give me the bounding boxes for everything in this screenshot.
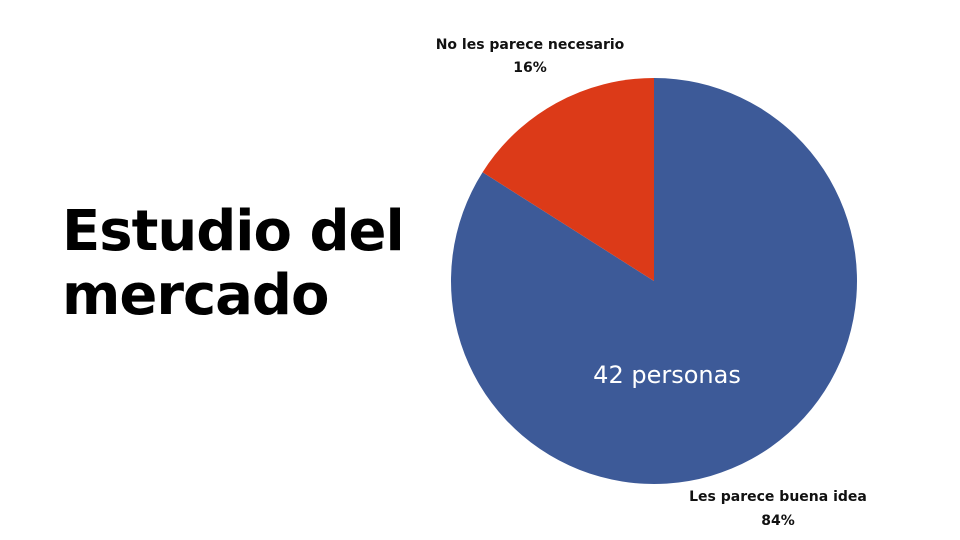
category-label-buena-idea: Les parece buena idea (689, 489, 867, 505)
value-label-buena-idea: 84% (761, 513, 795, 529)
category-label-no-necesario: No les parece necesario (436, 37, 625, 53)
respondents-annotation: 42 personas (593, 361, 741, 389)
value-label-no-necesario: 16% (513, 60, 547, 76)
